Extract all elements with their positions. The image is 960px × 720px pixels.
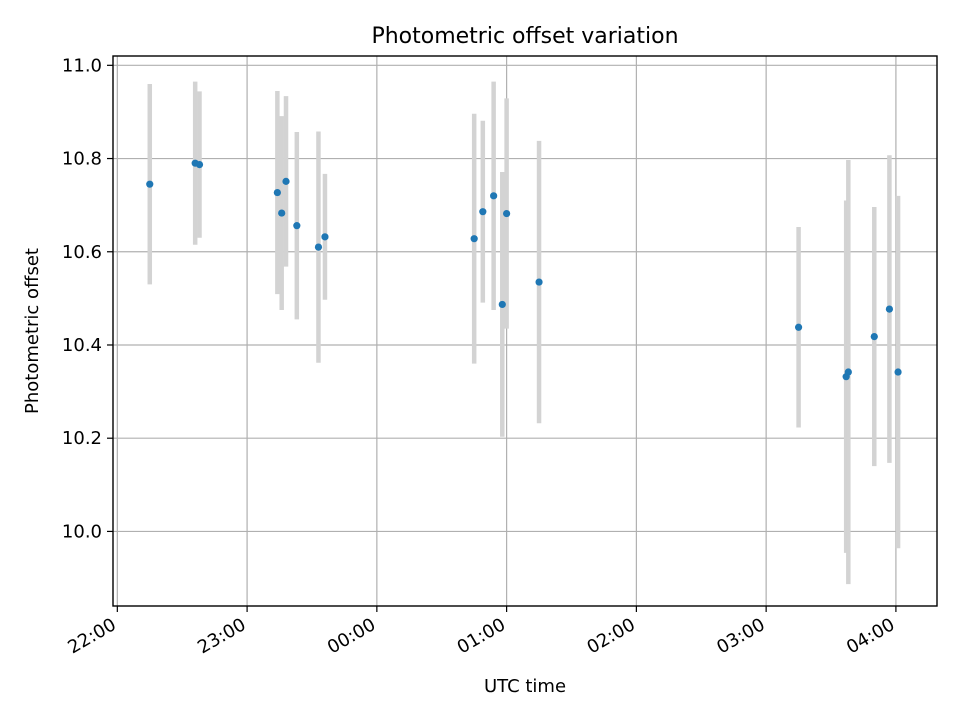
data-point	[470, 235, 478, 243]
data-point	[503, 209, 511, 218]
x-tick-label: 03:00	[713, 614, 768, 658]
data-point	[498, 300, 506, 309]
y-tick-label: 10.4	[62, 335, 102, 356]
y-tick-label: 11.0	[62, 55, 102, 76]
x-tick-label: 04:00	[843, 614, 898, 658]
data-point	[490, 192, 498, 200]
x-tick-label: 22:00	[64, 614, 119, 658]
x-tick-label: 02:00	[583, 614, 638, 658]
y-tick-label: 10.0	[62, 521, 102, 542]
data-point	[314, 243, 323, 251]
chart-title: Photometric offset variation	[371, 24, 678, 49]
data-point	[273, 188, 281, 197]
data-point	[293, 222, 301, 230]
y-tick-label: 10.6	[62, 242, 102, 263]
x-tick-label: 00:00	[324, 614, 379, 658]
data-points	[146, 159, 902, 381]
data-point	[794, 323, 803, 331]
y-tick-label: 10.2	[62, 428, 102, 449]
data-point	[885, 305, 894, 313]
data-point	[195, 161, 204, 169]
grid	[113, 56, 937, 606]
data-point	[282, 177, 290, 185]
x-tick-label: 23:00	[194, 614, 249, 658]
data-point	[894, 368, 902, 376]
data-point	[278, 209, 286, 217]
data-point	[870, 332, 878, 341]
x-axis-ticks: 22:00 23:00 00:00 01:00 02:00 03:00 04:00	[64, 606, 898, 658]
y-axis-label: Photometric offset	[22, 248, 43, 414]
x-axis-label: UTC time	[484, 676, 566, 697]
error-bars	[147, 81, 901, 585]
data-point	[479, 208, 487, 216]
y-axis-ticks: 10.0 10.2 10.4 10.6 10.8 11.0	[62, 55, 113, 542]
data-point	[535, 278, 543, 286]
x-tick-label: 01:00	[454, 614, 509, 658]
y-tick-label: 10.8	[62, 149, 102, 170]
data-point	[321, 233, 329, 241]
plot-frame	[112, 55, 938, 607]
data-point	[146, 180, 154, 188]
data-point	[844, 368, 852, 376]
